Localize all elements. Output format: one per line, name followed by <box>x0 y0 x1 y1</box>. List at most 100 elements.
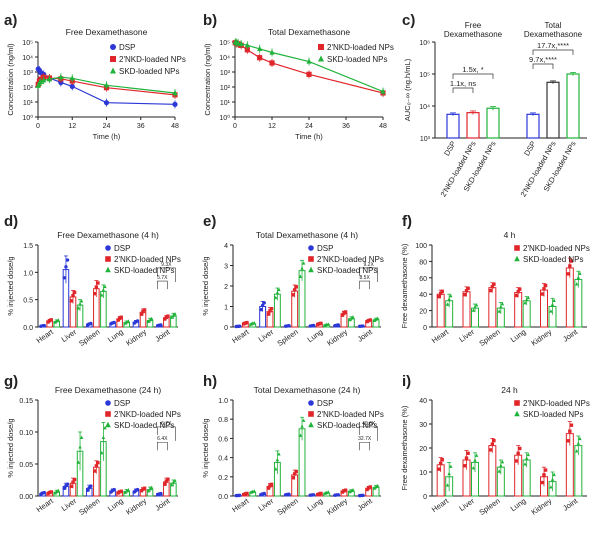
x-tick-label: 0 <box>36 123 40 130</box>
data-point-nkd <box>294 285 298 289</box>
x-tick-label: Liver <box>60 327 79 344</box>
y-tick-label: 0.15 <box>19 398 33 405</box>
legend-label: 2'NKD-loaded NPs <box>523 244 590 253</box>
legend-marker-dsp <box>105 400 111 406</box>
x-tick-label: Lung <box>509 496 528 513</box>
data-point-nkd <box>518 446 522 451</box>
significance-bracket <box>359 267 378 282</box>
y-tick-label: 10⁴ <box>22 55 33 62</box>
legend-marker-skd <box>308 266 314 273</box>
data-point-skd <box>575 282 579 286</box>
data-point-skd <box>56 318 61 322</box>
data-point-skd <box>447 297 451 301</box>
x-axis-label: Time (h) <box>93 132 121 141</box>
y-tick-label: 20 <box>419 446 427 453</box>
x-tick-label: 36 <box>137 123 145 130</box>
data-point-skd <box>46 76 53 82</box>
data-point-skd <box>298 274 303 278</box>
panel-letter: e) <box>203 213 216 230</box>
data-point-skd <box>103 82 110 88</box>
panel-b: b) Total Dexamethasone 10⁰ 10¹ 10² 10³ 10⁴ 10⁵ C… <box>203 12 394 141</box>
data-point-skd <box>550 477 555 481</box>
data-point-skd <box>171 313 176 317</box>
x-tick-label: DSP <box>522 140 538 158</box>
data-point-nkd <box>516 289 520 294</box>
x-tick-label: Spleen <box>276 327 300 348</box>
legend-marker-dsp <box>110 44 116 50</box>
data-point-nkd <box>466 286 470 290</box>
data-point-skd <box>523 301 527 305</box>
y-tick-label: 10³ <box>420 136 431 143</box>
y-tick-label: 0.4 <box>218 456 228 463</box>
data-point-nkd <box>266 312 271 316</box>
bar-auc <box>526 113 540 139</box>
y-tick-label: 1.5 <box>23 243 33 250</box>
legend-marker-skd <box>308 421 314 428</box>
x-tick-label: Liver <box>257 496 276 513</box>
legend-marker-skd <box>514 255 520 262</box>
data-point-nkd <box>566 439 570 443</box>
x-tick-label: Kidney <box>529 496 553 517</box>
y-axis-label: % injected dose/g <box>6 256 15 315</box>
data-point-skd <box>149 485 154 490</box>
data-point-skd <box>473 458 477 462</box>
y-axis-label: AUC₀₋∞ (ng.h/mL) <box>403 58 412 121</box>
data-point-nkd <box>490 442 495 446</box>
data-point-skd <box>78 445 82 449</box>
significance-bracket <box>157 441 168 451</box>
data-point-skd <box>449 464 453 468</box>
data-point-nkd <box>490 284 495 289</box>
data-point-nkd <box>540 292 545 296</box>
legend-label: 2'NKD-loaded NPs <box>523 399 590 408</box>
data-point-nkd <box>306 71 312 77</box>
data-point-nkd <box>71 293 75 298</box>
data-point-skd <box>351 315 355 319</box>
x-tick-label: Joint <box>356 496 375 513</box>
legend-marker-skd <box>105 421 111 428</box>
data-point-dsp <box>336 493 340 497</box>
y-tick-label: 0.00 <box>19 494 33 501</box>
data-point-skd <box>375 483 380 488</box>
y-axis-label: % injected dose/g <box>201 256 210 315</box>
data-point-nkd <box>568 264 572 268</box>
fold-change-label: 40.6X <box>362 421 376 427</box>
y-tick-label: 10⁰ <box>22 114 33 122</box>
legend-marker-nkd <box>308 411 314 417</box>
data-point-skd <box>123 321 127 325</box>
data-point-nkd <box>49 490 53 494</box>
data-point-nkd <box>94 285 99 289</box>
significance-bracket <box>157 267 176 282</box>
data-point-skd <box>526 295 530 300</box>
y-tick-label: 1.0 <box>23 270 33 277</box>
y-tick-label: 30 <box>419 422 427 429</box>
data-point-dsp <box>311 323 316 328</box>
y-tick-label: 4 <box>224 243 228 250</box>
x-tick-label: Liver <box>457 496 476 513</box>
data-point-dsp <box>361 324 365 328</box>
data-point-nkd <box>340 313 345 317</box>
bar-auc <box>566 73 580 139</box>
data-point-nkd <box>71 480 75 484</box>
data-point-skd <box>53 320 57 324</box>
data-point-skd <box>348 489 352 494</box>
data-point-dsp <box>42 323 46 328</box>
data-point-skd <box>76 306 81 310</box>
y-tick-label: 10⁰ <box>219 114 230 122</box>
x-tick-label: DSP <box>442 140 458 158</box>
data-point-skd <box>575 449 579 453</box>
legend-marker-skd <box>514 410 520 417</box>
data-point-nkd <box>514 293 519 298</box>
data-point-skd <box>100 293 104 297</box>
x-tick-label: Joint <box>153 327 172 344</box>
data-point-nkd <box>266 486 271 490</box>
group-title: Free Dexamethasone <box>444 21 503 39</box>
legend-marker-nkd <box>308 256 314 262</box>
data-point-nkd <box>489 288 493 293</box>
data-point-nkd <box>269 307 274 311</box>
legend-label: 2'NKD-loaded NPs <box>327 43 394 52</box>
x-tick-label: 12 <box>268 123 276 130</box>
x-tick-label: 24 <box>305 123 313 130</box>
panel-title: Total Dexamethasone <box>268 27 350 37</box>
data-point-dsp <box>159 323 163 327</box>
data-point-skd <box>172 89 178 96</box>
